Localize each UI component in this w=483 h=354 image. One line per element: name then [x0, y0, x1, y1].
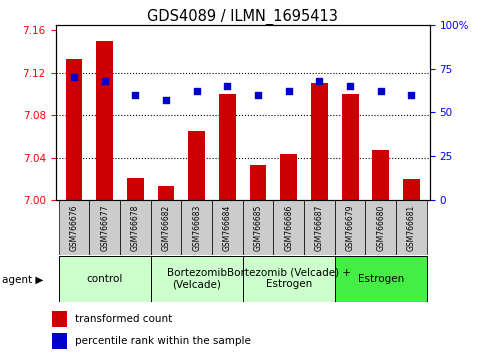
Point — [224, 83, 231, 89]
Point — [377, 88, 384, 94]
Bar — [58, 200, 89, 255]
Bar — [188, 131, 205, 200]
Bar — [311, 83, 328, 200]
Text: GSM766684: GSM766684 — [223, 204, 232, 251]
Point — [162, 97, 170, 103]
Bar — [372, 150, 389, 200]
Point — [131, 92, 139, 98]
Text: GSM766680: GSM766680 — [376, 204, 385, 251]
Bar — [403, 179, 420, 200]
Text: GSM766683: GSM766683 — [192, 204, 201, 251]
Text: agent ▶: agent ▶ — [2, 275, 44, 285]
Point — [315, 78, 323, 84]
Text: GSM766681: GSM766681 — [407, 204, 416, 251]
Bar — [120, 200, 151, 255]
Text: Bortezomib
(Velcade): Bortezomib (Velcade) — [167, 268, 227, 290]
Bar — [96, 41, 113, 200]
Bar — [58, 256, 151, 302]
Bar — [127, 178, 144, 200]
Bar — [52, 333, 67, 349]
Bar — [366, 200, 396, 255]
Point — [70, 75, 78, 80]
Point — [285, 88, 293, 94]
Text: GSM766686: GSM766686 — [284, 204, 293, 251]
Bar — [273, 200, 304, 255]
Bar — [341, 94, 358, 200]
Bar — [66, 59, 83, 200]
Text: GSM766682: GSM766682 — [161, 204, 170, 251]
Bar — [181, 200, 212, 255]
Text: transformed count: transformed count — [75, 314, 172, 324]
Bar — [335, 256, 427, 302]
Bar — [280, 154, 297, 200]
Text: percentile rank within the sample: percentile rank within the sample — [75, 336, 251, 346]
Bar — [250, 165, 267, 200]
Bar — [151, 256, 243, 302]
Bar — [304, 200, 335, 255]
Point — [254, 92, 262, 98]
Text: GSM766679: GSM766679 — [346, 204, 355, 251]
Text: GSM766677: GSM766677 — [100, 204, 109, 251]
Bar — [151, 200, 181, 255]
Text: GSM766676: GSM766676 — [70, 204, 78, 251]
Point — [101, 78, 109, 84]
Text: Bortezomib (Velcade) +
Estrogen: Bortezomib (Velcade) + Estrogen — [227, 268, 351, 290]
Point — [193, 88, 200, 94]
Text: GSM766687: GSM766687 — [315, 204, 324, 251]
Bar — [157, 186, 174, 200]
Text: GSM766678: GSM766678 — [131, 204, 140, 251]
Bar — [219, 94, 236, 200]
Bar — [212, 200, 243, 255]
Text: Estrogen: Estrogen — [357, 274, 404, 284]
Title: GDS4089 / ILMN_1695413: GDS4089 / ILMN_1695413 — [147, 8, 338, 25]
Bar — [396, 200, 427, 255]
Text: GSM766685: GSM766685 — [254, 204, 263, 251]
Bar — [89, 200, 120, 255]
Text: control: control — [86, 274, 123, 284]
Point — [408, 92, 415, 98]
Bar — [335, 200, 366, 255]
Bar — [243, 200, 273, 255]
Point — [346, 83, 354, 89]
Bar — [52, 312, 67, 327]
Bar — [243, 256, 335, 302]
